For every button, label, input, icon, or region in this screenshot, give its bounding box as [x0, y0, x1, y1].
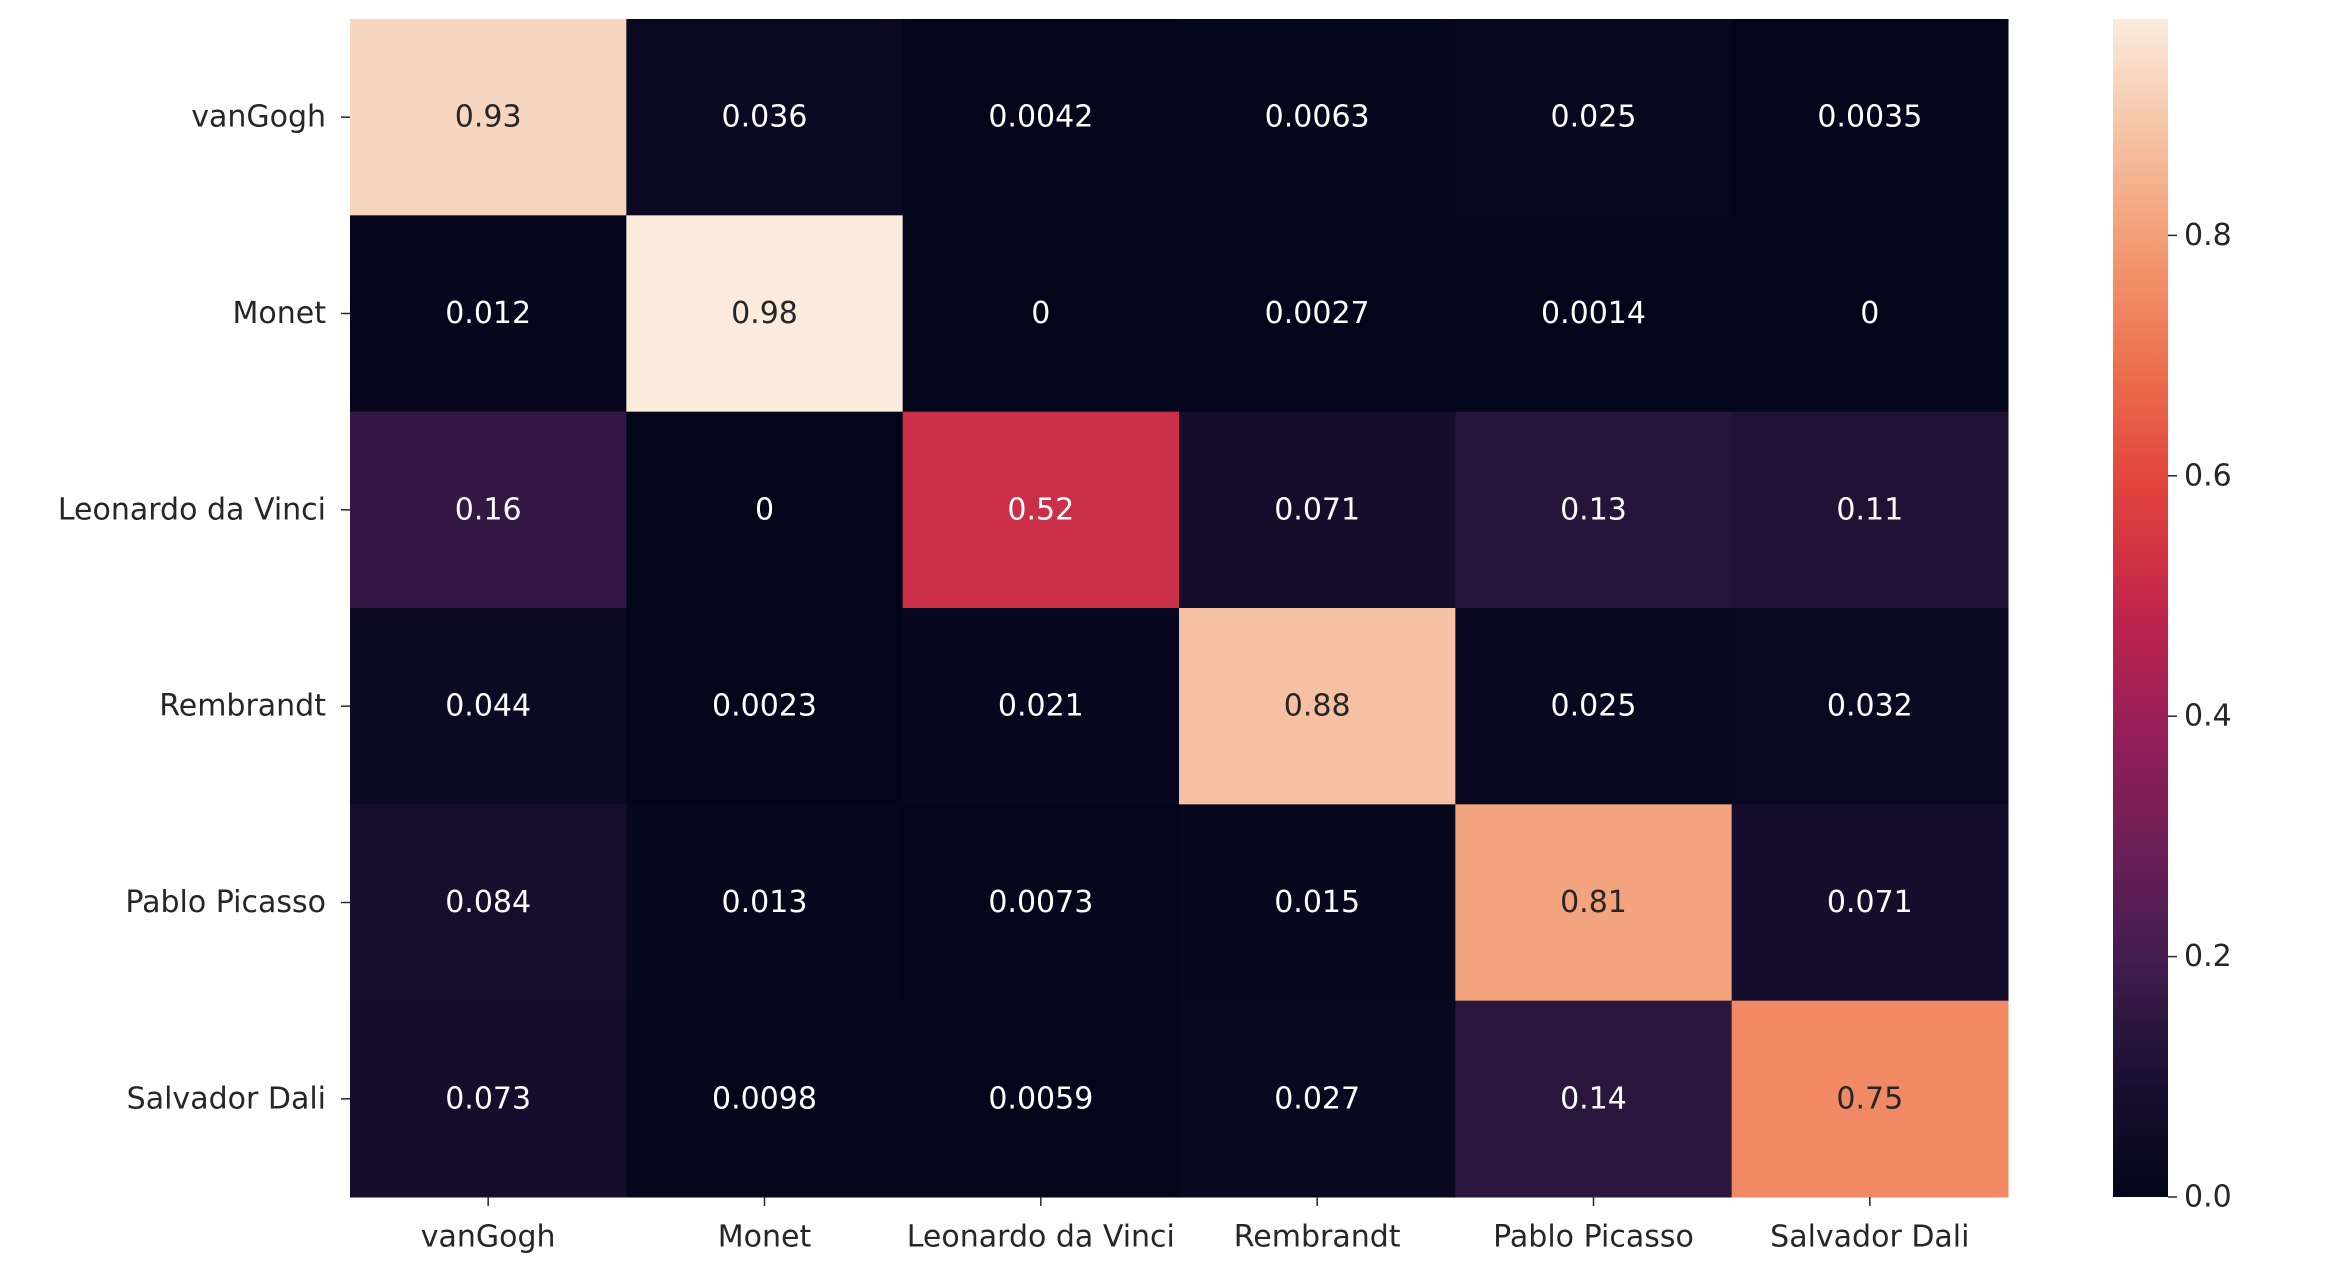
cell-value-label-r4-c0: 0.084	[445, 885, 531, 920]
heatmap-cell-r5-c0	[350, 1000, 627, 1198]
heatmap-cell-r5-c3	[1179, 1000, 1456, 1198]
cell-value-label-r4-c1: 0.013	[722, 885, 808, 920]
cell-value-label-r5-c3: 0.027	[1274, 1081, 1360, 1116]
cell-value-label-r4-c2: 0.0073	[988, 885, 1093, 920]
heatmap-cell-r4-c4	[1455, 804, 1733, 1002]
cell-value-label-r2-c3: 0.071	[1274, 492, 1360, 527]
heatmap-cell-r3-c4	[1455, 608, 1733, 805]
heatmap-cell-r4-c0	[350, 804, 627, 1002]
heatmap-cell-r1-c3	[1179, 215, 1456, 413]
heatmap-cell-r5-c2	[902, 1000, 1180, 1198]
heatmap-cell-r1-c1	[626, 215, 904, 413]
heatmap-cell-r3-c5	[1731, 608, 2009, 805]
y-tick-label-0: vanGogh	[191, 100, 326, 135]
x-tick-label-1: Monet	[718, 1220, 812, 1255]
cell-value-label-r3-c1: 0.0023	[712, 689, 817, 724]
heatmap-cell-r0-c4	[1455, 19, 1733, 216]
cell-value-label-r1-c4: 0.0014	[1541, 296, 1646, 331]
y-axis: vanGogh Monet Leonardo da Vinci Rembrandt Pa…	[58, 100, 350, 1116]
heatmap-cell-r0-c0	[350, 19, 627, 216]
cell-value-label-r1-c2: 0	[1031, 296, 1050, 331]
cell-value-label-r3-c5: 0.032	[1827, 689, 1913, 724]
cell-value-label-r2-c5: 0.11	[1836, 492, 1903, 527]
y-tick-label-2: Leonardo da Vinci	[58, 492, 326, 527]
cell-value-label-r0-c3: 0.0063	[1265, 100, 1370, 135]
colorbar-gradient	[2113, 19, 2168, 1197]
heatmap-cell-labels: 0.93 0.036 0.0042 0.0063 0.025 0.0035 0.012 0.9…	[445, 100, 1922, 1117]
cell-value-label-r0-c4: 0.025	[1551, 100, 1637, 135]
x-tick-label-0: vanGogh	[421, 1220, 556, 1255]
x-tick-label-2: Leonardo da Vinci	[907, 1220, 1175, 1255]
x-axis: vanGogh Monet Leonardo da Vinci Rembrandt Pa…	[421, 1197, 1969, 1255]
heatmap-cell-r0-c1	[626, 19, 904, 216]
cell-value-label-r0-c1: 0.036	[722, 100, 808, 135]
heatmap-cell-r2-c3	[1179, 411, 1456, 609]
colorbar-tick-label-4: 0.8	[2184, 218, 2232, 253]
colorbar-tick-label-3: 0.6	[2184, 458, 2232, 493]
cell-value-label-r2-c2: 0.52	[1007, 492, 1074, 527]
cell-value-label-r2-c0: 0.16	[455, 492, 522, 527]
heatmap-cell-r5-c4	[1455, 1000, 1733, 1198]
colorbar-tick-label-0: 0.0	[2184, 1180, 2232, 1215]
cell-value-label-r3-c3: 0.88	[1284, 689, 1351, 724]
x-tick-label-3: Rembrandt	[1234, 1220, 1401, 1255]
heatmap-cell-r3-c2	[902, 608, 1180, 805]
y-tick-label-1: Monet	[233, 296, 327, 331]
cell-value-label-r0-c2: 0.0042	[988, 100, 1093, 135]
cell-value-label-r5-c4: 0.14	[1560, 1081, 1627, 1116]
colorbar-tick-label-1: 0.2	[2184, 939, 2232, 974]
cell-value-label-r5-c2: 0.0059	[988, 1081, 1093, 1116]
heatmap-cell-r4-c1	[626, 804, 904, 1002]
cell-value-label-r1-c0: 0.012	[445, 296, 531, 331]
cell-value-label-r5-c0: 0.073	[445, 1081, 531, 1116]
heatmap-cell-r0-c5	[1731, 19, 2009, 216]
heatmap-cell-r4-c5	[1731, 804, 2009, 1002]
cell-value-label-r3-c4: 0.025	[1551, 689, 1637, 724]
cell-value-label-r5-c1: 0.0098	[712, 1081, 817, 1116]
y-tick-label-4: Pablo Picasso	[125, 885, 326, 920]
cell-value-label-r4-c5: 0.071	[1827, 885, 1913, 920]
heatmap-cell-r5-c5	[1731, 1000, 2009, 1198]
cell-value-label-r0-c5: 0.0035	[1817, 100, 1922, 135]
cell-value-label-r1-c1: 0.98	[731, 296, 798, 331]
heatmap-cell-r4-c2	[902, 804, 1180, 1002]
cell-value-label-r0-c0: 0.93	[455, 100, 522, 135]
cell-value-label-r3-c0: 0.044	[445, 689, 531, 724]
cell-value-label-r4-c4: 0.81	[1560, 885, 1627, 920]
x-tick-label-4: Pablo Picasso	[1493, 1220, 1694, 1255]
cell-value-label-r5-c5: 0.75	[1836, 1081, 1903, 1116]
heatmap-cell-r1-c0	[350, 215, 627, 413]
heatmap-cell-r2-c2	[902, 411, 1180, 609]
heatmap-cell-r2-c0	[350, 411, 627, 609]
cell-value-label-r2-c4: 0.13	[1560, 492, 1627, 527]
cell-value-label-r2-c1: 0	[755, 492, 774, 527]
y-tick-label-3: Rembrandt	[159, 689, 326, 724]
heatmap-cell-r5-c1	[626, 1000, 904, 1198]
heatmap-cells	[350, 19, 2009, 1198]
cell-value-label-r4-c3: 0.015	[1274, 885, 1360, 920]
heatmap-cell-r2-c4	[1455, 411, 1733, 609]
y-tick-label-5: Salvador Dali	[127, 1081, 326, 1116]
heatmap-cell-r0-c2	[902, 19, 1180, 216]
colorbar: 0.0 0.2 0.4 0.6 0.8	[2113, 19, 2232, 1215]
x-tick-label-5: Salvador Dali	[1770, 1220, 1969, 1255]
heatmap-cell-r3-c3	[1179, 608, 1456, 805]
cell-value-label-r3-c2: 0.021	[998, 689, 1084, 724]
heatmap-cell-r1-c5	[1731, 215, 2009, 413]
heatmap-cell-r1-c2	[902, 215, 1180, 413]
heatmap-cell-r2-c5	[1731, 411, 2009, 609]
heatmap-cell-r3-c0	[350, 608, 627, 805]
cell-value-label-r1-c3: 0.0027	[1265, 296, 1370, 331]
colorbar-tick-label-2: 0.4	[2184, 699, 2232, 734]
heatmap-cell-r2-c1	[626, 411, 904, 609]
heatmap-cell-r0-c3	[1179, 19, 1456, 216]
heatmap-cell-r1-c4	[1455, 215, 1733, 413]
heatmap-cell-r4-c3	[1179, 804, 1456, 1002]
heatmap-cell-r3-c1	[626, 608, 904, 805]
cell-value-label-r1-c5: 0	[1860, 296, 1879, 331]
